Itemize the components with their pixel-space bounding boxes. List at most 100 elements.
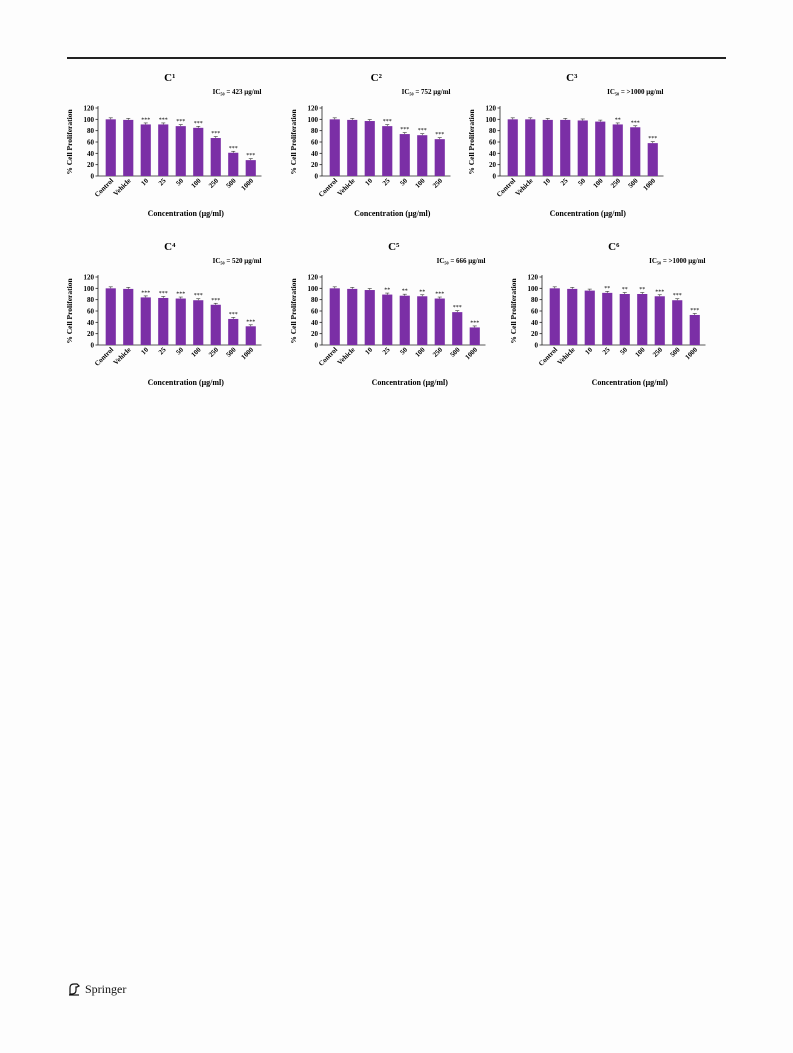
chart-panel-c5: C⁵ IC₅₀ = 666 μg/ml % Cell Proliferation 0 2…: [282, 237, 530, 397]
data-bar: [417, 135, 428, 176]
x-tick-label: Vehicle: [112, 346, 133, 367]
y-tick-label: 0: [91, 342, 95, 350]
data-bar: [123, 288, 134, 345]
y-tick-label: 40: [311, 150, 319, 158]
chart-title: C³: [566, 72, 578, 84]
y-tick-label: 60: [87, 308, 95, 316]
x-tick-label: 250: [431, 345, 444, 358]
data-bar: [329, 119, 340, 176]
data-bar: [647, 143, 658, 176]
data-bar: [245, 326, 256, 345]
y-axis-label: % Cell Proliferation: [289, 109, 298, 175]
chart-svg: C³ IC₅₀ = >1000 μg/ml % Cell Proliferation…: [467, 72, 664, 218]
data-bar: [560, 119, 571, 176]
significance-marker: ***: [141, 117, 150, 123]
x-tick-label: 50: [399, 176, 410, 187]
x-tick-label: 100: [634, 345, 647, 358]
x-axis-label: Concentration (μg/ml): [354, 209, 431, 218]
data-bar: [364, 290, 375, 345]
y-tick-label: 40: [531, 319, 539, 327]
data-bar: [672, 300, 683, 345]
y-tick-label: 100: [528, 285, 539, 293]
x-tick-label: Control: [93, 346, 115, 368]
x-tick-label: 100: [414, 345, 427, 358]
chart-title: C¹: [164, 72, 175, 84]
data-bar: [567, 288, 578, 345]
x-tick-label: 25: [381, 345, 392, 356]
y-axis-label: % Cell Proliferation: [289, 278, 298, 344]
data-bar: [175, 298, 186, 345]
y-tick-label: 80: [489, 127, 497, 135]
chart-svg: C⁶ IC₅₀ = >1000 μg/ml % Cell Proliferation…: [509, 241, 706, 387]
y-tick-label: 100: [308, 116, 319, 124]
page-top-rule: [67, 57, 726, 59]
data-bar: [452, 312, 463, 345]
chart-title: C⁶: [608, 241, 620, 253]
y-tick-label: 60: [489, 139, 497, 147]
significance-marker: ***: [194, 293, 203, 299]
y-tick-label: 20: [311, 161, 319, 169]
data-bar: [525, 119, 536, 176]
x-axis-label: Concentration (μg/ml): [148, 378, 225, 387]
chart-svg: C⁵ IC₅₀ = 666 μg/ml % Cell Proliferation 0 2…: [289, 241, 486, 387]
y-tick-label: 80: [87, 127, 95, 135]
significance-marker: ***: [194, 121, 203, 127]
chart-panel-c4: C⁴ IC₅₀ = 520 μg/ml % Cell Proliferation 0 2…: [58, 237, 306, 397]
x-tick-label: 50: [175, 345, 186, 356]
x-tick-label: 250: [431, 176, 444, 189]
data-bar: [399, 295, 410, 345]
significance-marker: ***: [435, 132, 444, 138]
x-tick-label: 500: [449, 345, 462, 358]
chart-panel-c1: C¹ IC₅₀ = 423 μg/ml % Cell Proliferation 0 2…: [58, 68, 306, 228]
x-tick-label: 10: [584, 345, 595, 356]
x-tick-label: 1000: [240, 345, 256, 361]
significance-marker: ***: [229, 146, 238, 152]
significance-marker: ***: [470, 320, 479, 326]
y-axis-label: % Cell Proliferation: [65, 278, 74, 344]
x-tick-label: 50: [399, 345, 410, 356]
x-tick-label: 100: [190, 176, 203, 189]
significance-marker: ***: [435, 292, 444, 298]
x-tick-label: Vehicle: [336, 346, 357, 367]
x-tick-label: 10: [364, 345, 375, 356]
data-bar: [689, 314, 700, 345]
chart-title: C⁴: [164, 241, 176, 253]
ic50-annotation: IC₅₀ = >1000 μg/ml: [607, 88, 663, 96]
data-bar: [140, 124, 151, 176]
y-tick-label: 60: [87, 139, 95, 147]
y-tick-label: 0: [493, 173, 497, 181]
y-tick-label: 60: [531, 308, 539, 316]
x-tick-label: Control: [495, 177, 517, 199]
y-tick-label: 80: [311, 127, 319, 135]
x-tick-label: 25: [157, 345, 168, 356]
data-bar: [347, 119, 358, 176]
data-bar: [434, 139, 445, 176]
significance-marker: ***: [176, 292, 185, 298]
ic50-annotation: IC₅₀ = 423 μg/ml: [213, 88, 262, 96]
x-tick-label: 10: [140, 345, 151, 356]
y-tick-label: 0: [535, 342, 539, 350]
data-bar: [654, 296, 665, 345]
data-bar: [105, 119, 116, 176]
chart-svg: C¹ IC₅₀ = 423 μg/ml % Cell Proliferation 0 2…: [65, 72, 262, 218]
y-tick-label: 20: [311, 330, 319, 338]
significance-marker: ***: [159, 117, 168, 123]
x-tick-label: 10: [542, 176, 553, 187]
data-bar: [542, 119, 553, 176]
data-bar: [469, 327, 480, 345]
data-bar: [245, 160, 256, 176]
y-tick-label: 80: [87, 296, 95, 304]
x-tick-label: Vehicle: [336, 177, 357, 198]
ic50-annotation: IC₅₀ = 666 μg/ml: [437, 257, 486, 265]
y-tick-label: 100: [308, 285, 319, 293]
significance-marker: ***: [655, 289, 664, 295]
x-tick-label: 10: [364, 176, 375, 187]
data-bar: [399, 134, 410, 176]
y-axis-label: % Cell Proliferation: [467, 109, 476, 175]
y-tick-label: 40: [489, 150, 497, 158]
data-bar: [228, 152, 239, 176]
significance-marker: **: [402, 289, 408, 295]
x-tick-label: Vehicle: [514, 177, 535, 198]
x-tick-label: 10: [140, 176, 151, 187]
ic50-annotation: IC₅₀ = >1000 μg/ml: [649, 257, 705, 265]
